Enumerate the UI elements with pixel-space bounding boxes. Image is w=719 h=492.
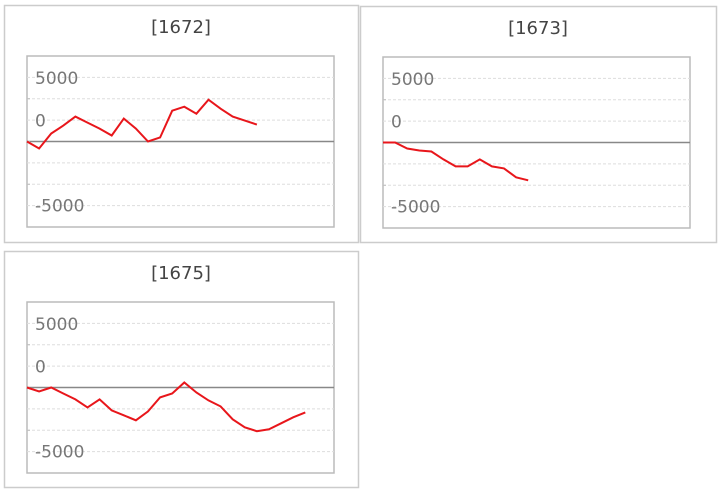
y-tick-label: 0 — [391, 113, 402, 133]
chart-title: [1672] — [151, 17, 211, 38]
y-tick-label: -5000 — [35, 196, 84, 216]
data-line — [383, 141, 529, 182]
y-tick-label: 0 — [35, 358, 46, 378]
y-tick-label: -5000 — [391, 197, 440, 217]
data-line — [26, 98, 258, 150]
y-tick-label: 5000 — [35, 315, 78, 335]
y-tick-label: -5000 — [35, 442, 84, 462]
y-tick-label: 5000 — [35, 69, 78, 89]
chart-title: [1675] — [151, 263, 211, 284]
y-tick-label: 5000 — [391, 70, 434, 90]
chart-title: [1673] — [508, 18, 568, 39]
data-line — [26, 381, 306, 433]
y-tick-label: 0 — [35, 112, 46, 132]
